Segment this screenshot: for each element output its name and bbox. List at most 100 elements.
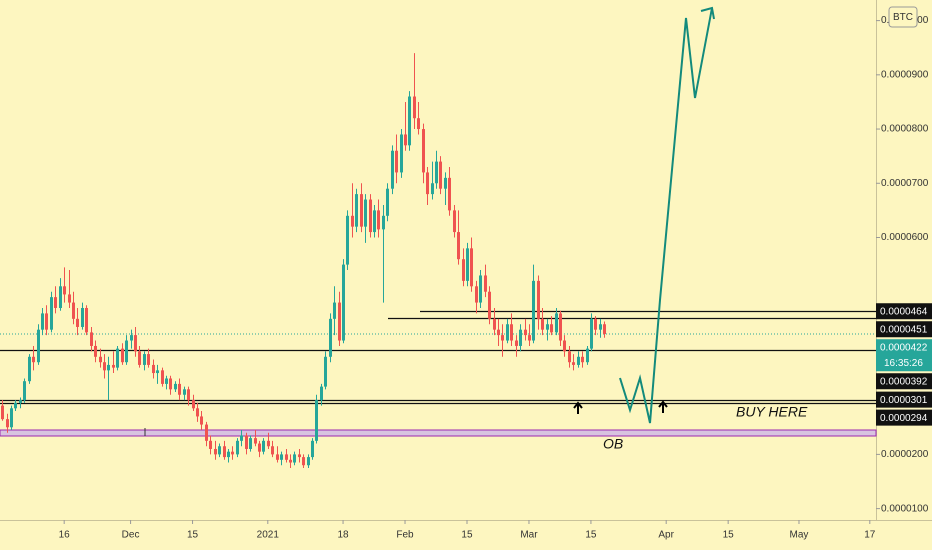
y-tick-label: 0.0000200 bbox=[881, 449, 929, 460]
candle-body bbox=[81, 307, 84, 327]
candle-body bbox=[99, 356, 102, 363]
x-tick-label: 2021 bbox=[257, 530, 280, 541]
candle-body bbox=[395, 150, 398, 173]
label-text: 0.0000464 bbox=[880, 306, 928, 317]
price-level-label: 0.0000301 bbox=[876, 391, 932, 408]
candle-body bbox=[351, 215, 354, 227]
candle-body bbox=[10, 408, 13, 428]
symbol-badge[interactable] bbox=[888, 6, 918, 28]
candle-body bbox=[346, 215, 349, 265]
candle-body bbox=[470, 248, 473, 287]
candle-body bbox=[125, 340, 128, 363]
candle-body bbox=[488, 291, 491, 319]
candle-body bbox=[501, 335, 504, 341]
candle-body bbox=[377, 210, 380, 230]
candle-body bbox=[510, 324, 513, 341]
candle-body bbox=[258, 443, 261, 452]
ob-label: OB bbox=[603, 436, 623, 452]
candle-body bbox=[103, 362, 106, 371]
candle-body bbox=[32, 356, 35, 363]
candle-body bbox=[161, 370, 164, 384]
candle-body bbox=[280, 454, 283, 460]
candle-body bbox=[546, 324, 549, 330]
candle-body bbox=[408, 96, 411, 146]
candle-body bbox=[236, 440, 239, 455]
candle-body bbox=[457, 232, 460, 260]
candle-body bbox=[209, 440, 212, 449]
x-tick-label: Dec bbox=[122, 530, 140, 541]
price-level-label: 0.0000294 bbox=[876, 409, 932, 426]
symbol-badge-text[interactable]: BTC bbox=[893, 12, 913, 23]
candle-body bbox=[479, 275, 482, 303]
candle-body bbox=[435, 161, 438, 184]
candle-body bbox=[373, 210, 376, 233]
candle-body bbox=[28, 356, 31, 382]
candle-body bbox=[187, 389, 190, 401]
candle-body bbox=[342, 264, 345, 341]
candle-body bbox=[315, 400, 318, 441]
candle-body bbox=[404, 134, 407, 146]
candle-body bbox=[360, 194, 363, 227]
candle-body bbox=[466, 248, 469, 281]
candle-body bbox=[581, 356, 584, 363]
last-price-label: 0.0000422 16:35:26 bbox=[876, 339, 932, 372]
candle-body bbox=[586, 348, 589, 363]
candle-body bbox=[413, 96, 416, 119]
candle-body bbox=[519, 329, 522, 346]
candle-body bbox=[205, 424, 208, 441]
candle-body bbox=[462, 259, 465, 281]
candle-body bbox=[192, 400, 195, 409]
candle-body bbox=[475, 286, 478, 303]
candle-body bbox=[541, 318, 544, 330]
candle-body bbox=[298, 454, 301, 458]
candle-body bbox=[1, 405, 4, 420]
candle-body bbox=[249, 438, 252, 449]
candle-body bbox=[276, 454, 279, 460]
x-tick-label: 15 bbox=[187, 530, 199, 541]
label-text: 0.0000301 bbox=[880, 395, 928, 406]
candle-body bbox=[524, 329, 527, 336]
candle-body bbox=[271, 446, 274, 455]
label-box bbox=[876, 373, 932, 390]
up-arrow bbox=[573, 401, 583, 414]
candle-body bbox=[165, 378, 168, 384]
x-tick-label: Feb bbox=[396, 530, 414, 541]
candle-body bbox=[134, 335, 137, 352]
candle-body bbox=[532, 280, 535, 341]
candle-body bbox=[143, 354, 146, 365]
candle-body bbox=[267, 440, 270, 447]
candle-body bbox=[116, 348, 119, 368]
candle-body bbox=[169, 378, 172, 390]
y-tick-label: 0.0000600 bbox=[881, 232, 929, 243]
candle-body bbox=[138, 351, 141, 365]
candle-body bbox=[448, 177, 451, 211]
x-tick-label: 18 bbox=[337, 530, 349, 541]
candle-body bbox=[200, 416, 203, 425]
candle-body bbox=[400, 134, 403, 173]
candle-body bbox=[324, 356, 327, 387]
candle-body bbox=[72, 302, 75, 319]
x-tick-label: Mar bbox=[520, 530, 538, 541]
projection-arrowhead bbox=[700, 6, 715, 20]
candle-body bbox=[214, 448, 217, 455]
candle-body bbox=[174, 383, 177, 390]
ob-zone bbox=[0, 429, 877, 437]
candle-body bbox=[41, 313, 44, 330]
candle-body bbox=[439, 161, 442, 189]
candle-body bbox=[156, 370, 159, 374]
candle-body bbox=[453, 210, 456, 233]
candle-body bbox=[54, 297, 57, 308]
candle-body bbox=[147, 354, 150, 365]
candle-body bbox=[369, 199, 372, 233]
candle-body bbox=[537, 280, 540, 319]
candle-body bbox=[563, 340, 566, 352]
y-tick-label: 0.0000700 bbox=[881, 178, 929, 189]
candle-body bbox=[130, 335, 133, 341]
x-tick-label: Apr bbox=[658, 530, 674, 541]
label-text: 0.0000451 bbox=[880, 324, 928, 335]
candle-body bbox=[391, 150, 394, 189]
candle-body bbox=[559, 313, 562, 341]
plot-area: 0.0000100 0.0000200 0.0000600 0.0000700 0.00… bbox=[0, 15, 929, 541]
label-text: 0.0000294 bbox=[880, 413, 928, 424]
candle-body bbox=[112, 364, 115, 368]
